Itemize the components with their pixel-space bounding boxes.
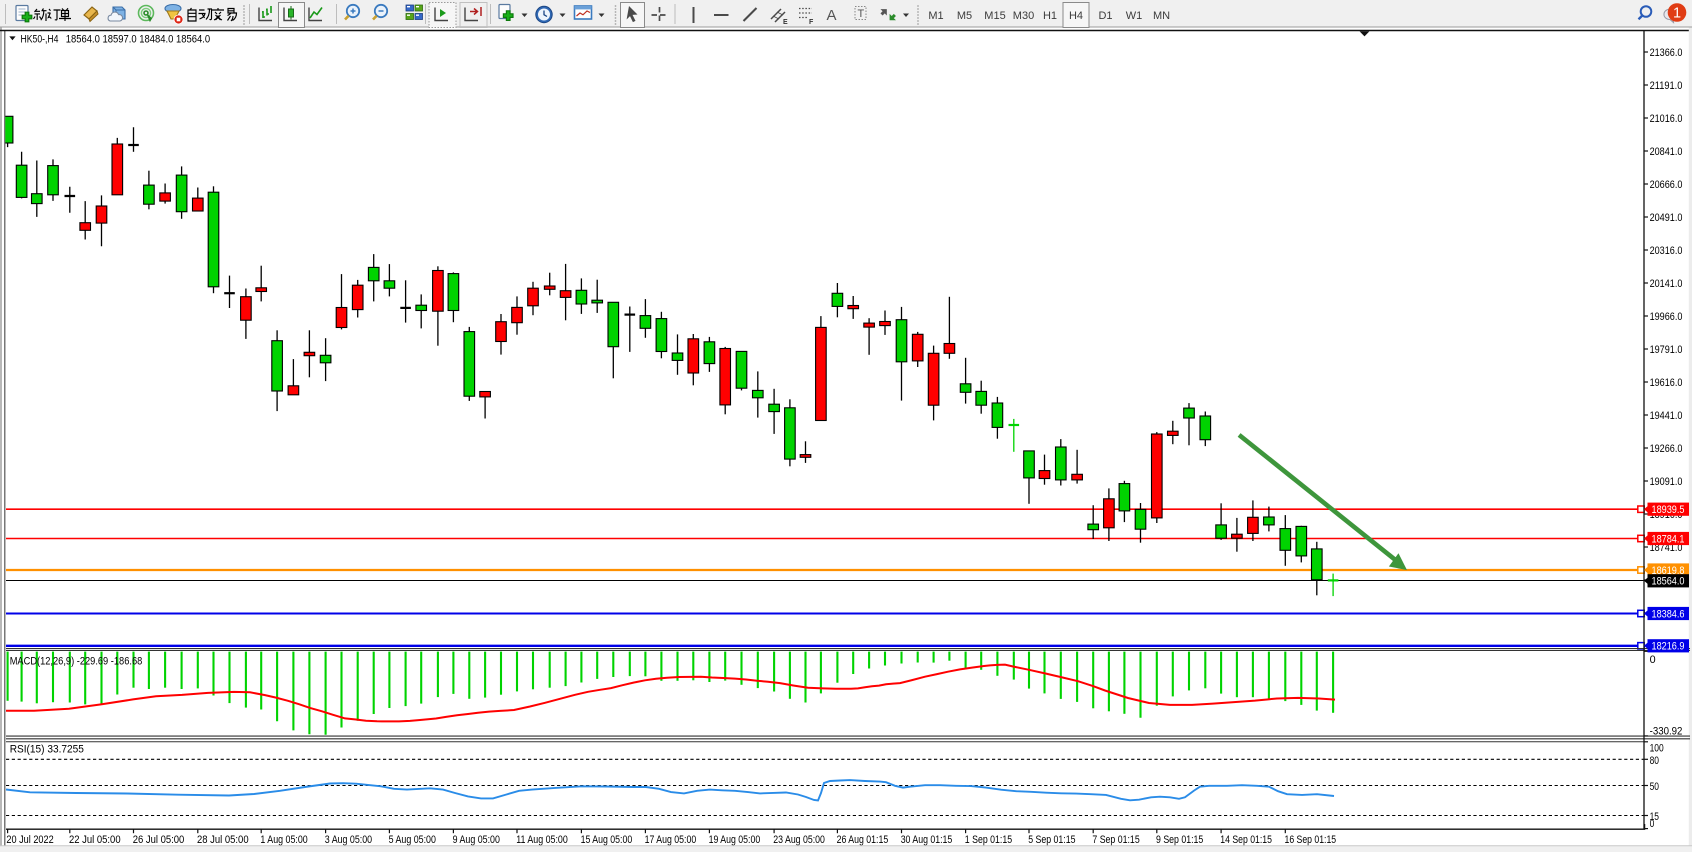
svg-text:18384.6: 18384.6 xyxy=(1652,608,1685,620)
svg-text:F: F xyxy=(809,19,814,26)
svg-text:1: 1 xyxy=(1673,6,1681,22)
svg-text:M30: M30 xyxy=(1013,10,1034,22)
svg-text:19616.0: 19616.0 xyxy=(1650,377,1683,389)
svg-text:M1: M1 xyxy=(928,10,943,22)
svg-text:18564.0 18597.0 18484.0 18564.: 18564.0 18597.0 18484.0 18564.0 xyxy=(66,34,211,46)
svg-text:1 Sep 01:15: 1 Sep 01:15 xyxy=(965,834,1012,846)
svg-text:20491.0: 20491.0 xyxy=(1650,212,1683,224)
svg-text:19966.0: 19966.0 xyxy=(1650,311,1683,323)
svg-text:18216.9: 18216.9 xyxy=(1652,641,1685,653)
svg-text:26 Jul 05:00: 26 Jul 05:00 xyxy=(133,834,185,846)
svg-text:80: 80 xyxy=(1650,755,1659,767)
svg-text:H4: H4 xyxy=(1069,10,1083,22)
svg-text:18784.1: 18784.1 xyxy=(1652,533,1685,545)
svg-text:15: 15 xyxy=(1650,811,1659,823)
svg-text:RSI(15) 33.7255: RSI(15) 33.7255 xyxy=(10,743,84,755)
svg-text:MN: MN xyxy=(1153,10,1170,22)
svg-text:1 Aug 05:00: 1 Aug 05:00 xyxy=(260,834,307,846)
svg-text:D1: D1 xyxy=(1098,10,1112,22)
svg-text:17 Aug 05:00: 17 Aug 05:00 xyxy=(645,834,697,846)
svg-text:21366.0: 21366.0 xyxy=(1650,47,1683,59)
svg-text:21016.0: 21016.0 xyxy=(1650,113,1683,125)
svg-text:14 Sep 01:15: 14 Sep 01:15 xyxy=(1220,834,1272,846)
svg-text:26 Aug 01:15: 26 Aug 01:15 xyxy=(837,834,889,846)
svg-text:7 Sep 01:15: 7 Sep 01:15 xyxy=(1092,834,1139,846)
svg-text:M5: M5 xyxy=(957,10,972,22)
svg-text:20 Jul 2022: 20 Jul 2022 xyxy=(6,834,53,846)
svg-text:28 Jul 05:00: 28 Jul 05:00 xyxy=(197,834,249,846)
svg-text:30 Aug 01:15: 30 Aug 01:15 xyxy=(901,834,953,846)
svg-text:9 Aug 05:00: 9 Aug 05:00 xyxy=(453,834,500,846)
svg-text:20841.0: 20841.0 xyxy=(1650,146,1683,158)
svg-text:18619.8: 18619.8 xyxy=(1652,565,1685,577)
svg-text:A: A xyxy=(827,7,837,24)
svg-text:20316.0: 20316.0 xyxy=(1650,245,1683,257)
svg-text:50: 50 xyxy=(1650,781,1659,793)
svg-text:20141.0: 20141.0 xyxy=(1650,278,1683,290)
svg-text:19441.0: 19441.0 xyxy=(1650,410,1683,422)
svg-text:19266.0: 19266.0 xyxy=(1650,443,1683,455)
svg-text:5 Sep 01:15: 5 Sep 01:15 xyxy=(1028,834,1075,846)
svg-text:5 Aug 05:00: 5 Aug 05:00 xyxy=(389,834,436,846)
svg-text:0: 0 xyxy=(1650,818,1655,830)
svg-text:3 Aug 05:00: 3 Aug 05:00 xyxy=(325,834,372,846)
svg-text:T: T xyxy=(858,8,865,20)
svg-text:MACD(12,26,9) -229.69 -186.68: MACD(12,26,9) -229.69 -186.68 xyxy=(10,655,143,667)
svg-text:E: E xyxy=(783,19,788,26)
svg-text:22 Jul 05:00: 22 Jul 05:00 xyxy=(69,834,121,846)
svg-text:W1: W1 xyxy=(1126,10,1143,22)
svg-text:19091.0: 19091.0 xyxy=(1650,476,1683,488)
svg-text:H1: H1 xyxy=(1043,10,1057,22)
svg-text:18939.5: 18939.5 xyxy=(1652,504,1685,516)
svg-text:100: 100 xyxy=(1650,743,1664,755)
svg-text:15 Aug 05:00: 15 Aug 05:00 xyxy=(581,834,633,846)
svg-text:11 Aug 05:00: 11 Aug 05:00 xyxy=(516,834,568,846)
svg-text:-330.92: -330.92 xyxy=(1650,725,1683,737)
svg-text:18564.0: 18564.0 xyxy=(1652,576,1685,588)
svg-text:9 Sep 01:15: 9 Sep 01:15 xyxy=(1156,834,1203,846)
svg-text:16 Sep 01:15: 16 Sep 01:15 xyxy=(1285,834,1337,846)
svg-text:0: 0 xyxy=(1650,654,1656,666)
svg-text:HK50-,H4: HK50-,H4 xyxy=(21,34,59,46)
svg-text:19 Aug 05:00: 19 Aug 05:00 xyxy=(709,834,761,846)
svg-text:19791.0: 19791.0 xyxy=(1650,344,1683,356)
svg-text:23 Aug 05:00: 23 Aug 05:00 xyxy=(773,834,825,846)
svg-text:20666.0: 20666.0 xyxy=(1650,179,1683,191)
svg-text:M15: M15 xyxy=(984,10,1005,22)
svg-text:21191.0: 21191.0 xyxy=(1650,80,1683,92)
